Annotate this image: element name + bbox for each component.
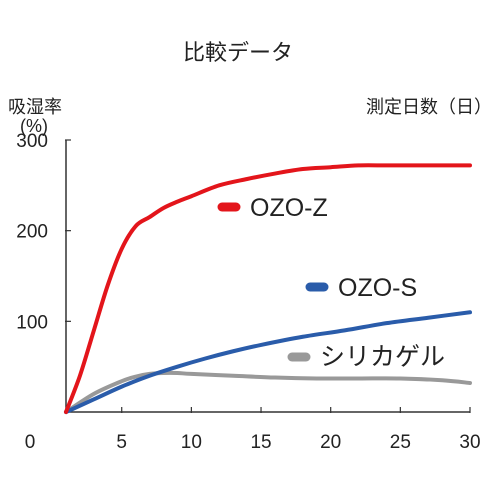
series-line-1 xyxy=(64,310,472,414)
x-tick-label: 15 xyxy=(250,432,271,453)
y-tick-label: 200 xyxy=(16,222,48,243)
x-tick-label: 20 xyxy=(320,432,341,453)
chart-title: 比較データ xyxy=(183,40,293,65)
legend-label-0: OZO-Z xyxy=(250,194,328,222)
origin-label: 0 xyxy=(25,432,36,453)
series-line-2 xyxy=(64,370,472,414)
x-tick-label: 5 xyxy=(116,432,127,453)
x-axis-label: 測定日数（日） xyxy=(366,97,492,117)
legend-label-2: シリカゲル xyxy=(320,343,445,371)
y-tick-label: 100 xyxy=(16,312,48,333)
y-tick-label: 300 xyxy=(16,131,48,152)
legend-label-1: OZO-S xyxy=(338,274,417,302)
x-tick-label: 10 xyxy=(181,432,202,453)
series-line-0 xyxy=(64,163,472,414)
y-axis-label: 吸湿率 xyxy=(8,97,62,117)
x-tick-label: 25 xyxy=(390,432,411,453)
y-axis-unit: (%) xyxy=(20,116,48,136)
x-tick-label: 30 xyxy=(459,432,480,453)
